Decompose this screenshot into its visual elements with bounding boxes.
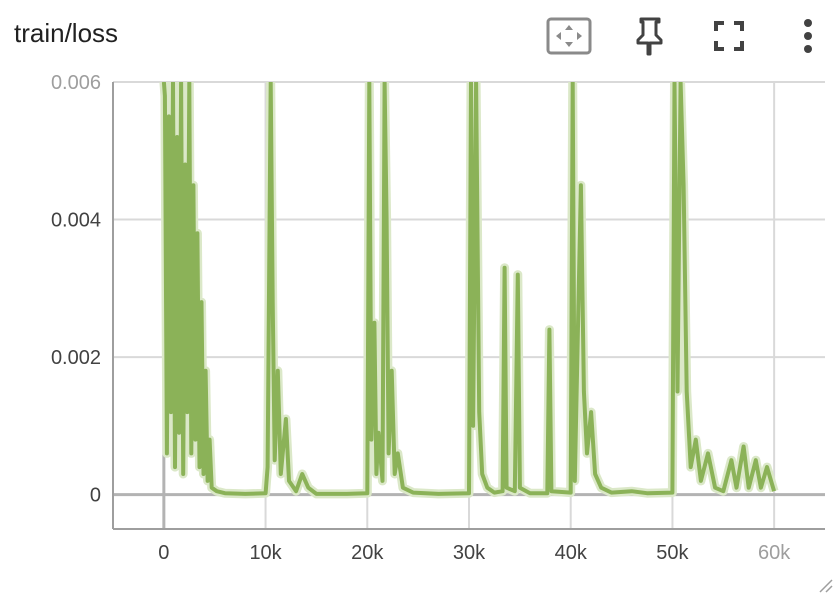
fit-domain-button[interactable] [545,12,593,60]
y-tick-label: 0.002 [51,347,101,369]
smoothed-series-line [161,82,777,496]
x-tick-label: 60k [758,542,791,564]
x-tick-label: 0 [158,542,169,564]
fullscreen-icon [714,21,744,51]
x-tick-label: 50k [656,542,689,564]
y-tick-label: 0.004 [51,210,101,232]
pin-button[interactable] [626,12,674,60]
x-tick-label: 10k [249,542,282,564]
fullscreen-button[interactable] [705,12,753,60]
more-options-button[interactable] [784,12,832,60]
more-vert-icon [804,19,812,53]
y-tick-label: 0.006 [51,72,101,94]
x-tick-label: 20k [351,542,384,564]
x-tick-label: 40k [555,542,588,564]
loss-chart[interactable]: 0 0.002 0.004 0.006 0 10k 20k 30k 40k 50k 60k [0,72,838,598]
y-tick-label: 0 [90,485,101,507]
x-tick-label: 30k [453,542,486,564]
fit-domain-icon [546,17,592,55]
resize-handle-icon[interactable] [814,574,834,594]
card-header: train/loss [0,0,838,72]
pin-icon [636,17,663,56]
card-title: train/loss [14,18,119,48]
